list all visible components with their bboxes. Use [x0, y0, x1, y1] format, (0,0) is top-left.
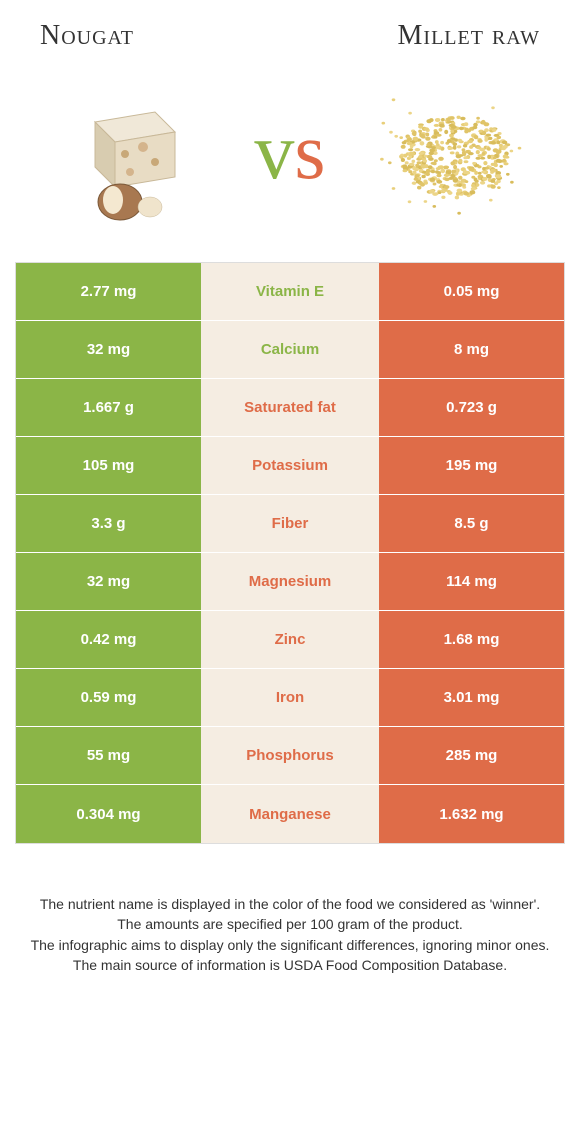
table-row: 32 mgCalcium8 mg: [16, 321, 564, 379]
comparison-table: 2.77 mgVitamin E0.05 mg32 mgCalcium8 mg1…: [15, 262, 565, 844]
nutrient-label: Manganese: [201, 785, 379, 843]
table-row: 2.77 mgVitamin E0.05 mg: [16, 263, 564, 321]
footer-line: The amounts are specified per 100 gram o…: [25, 914, 555, 934]
footer-line: The main source of information is USDA F…: [25, 955, 555, 975]
value-right: 1.68 mg: [379, 611, 564, 668]
nutrient-label: Zinc: [201, 611, 379, 668]
nutrient-label: Phosphorus: [201, 727, 379, 784]
title-left: Nougat: [40, 20, 134, 52]
value-right: 195 mg: [379, 437, 564, 494]
value-right: 8 mg: [379, 321, 564, 378]
value-right: 0.723 g: [379, 379, 564, 436]
header: Nougat Millet raw: [0, 0, 580, 62]
table-row: 105 mgPotassium195 mg: [16, 437, 564, 495]
value-left: 0.304 mg: [16, 785, 201, 843]
nutrient-label: Calcium: [201, 321, 379, 378]
footer-line: The infographic aims to display only the…: [25, 935, 555, 955]
table-row: 55 mgPhosphorus285 mg: [16, 727, 564, 785]
table-row: 32 mgMagnesium114 mg: [16, 553, 564, 611]
value-left: 55 mg: [16, 727, 201, 784]
vs-label: vs: [254, 112, 325, 192]
value-right: 285 mg: [379, 727, 564, 784]
value-left: 2.77 mg: [16, 263, 201, 320]
value-left: 32 mg: [16, 553, 201, 610]
nutrient-label: Saturated fat: [201, 379, 379, 436]
nougat-image: [45, 72, 205, 232]
value-left: 32 mg: [16, 321, 201, 378]
value-right: 3.01 mg: [379, 669, 564, 726]
value-left: 105 mg: [16, 437, 201, 494]
vs-v: v: [254, 108, 294, 196]
value-right: 114 mg: [379, 553, 564, 610]
nutrient-label: Potassium: [201, 437, 379, 494]
nutrient-label: Fiber: [201, 495, 379, 552]
table-row: 3.3 gFiber8.5 g: [16, 495, 564, 553]
footer-notes: The nutrient name is displayed in the co…: [0, 844, 580, 975]
nutrient-label: Magnesium: [201, 553, 379, 610]
table-row: 0.304 mgManganese1.632 mg: [16, 785, 564, 843]
nutrient-label: Vitamin E: [201, 263, 379, 320]
value-left: 0.42 mg: [16, 611, 201, 668]
images-row: vs: [0, 62, 580, 262]
table-row: 0.59 mgIron3.01 mg: [16, 669, 564, 727]
table-row: 0.42 mgZinc1.68 mg: [16, 611, 564, 669]
value-left: 0.59 mg: [16, 669, 201, 726]
footer-line: The nutrient name is displayed in the co…: [25, 894, 555, 914]
millet-image: [375, 72, 535, 232]
table-row: 1.667 gSaturated fat0.723 g: [16, 379, 564, 437]
nutrient-label: Iron: [201, 669, 379, 726]
value-right: 8.5 g: [379, 495, 564, 552]
value-left: 3.3 g: [16, 495, 201, 552]
title-right: Millet raw: [398, 20, 540, 52]
value-right: 0.05 mg: [379, 263, 564, 320]
value-right: 1.632 mg: [379, 785, 564, 843]
vs-s: s: [294, 108, 325, 196]
value-left: 1.667 g: [16, 379, 201, 436]
